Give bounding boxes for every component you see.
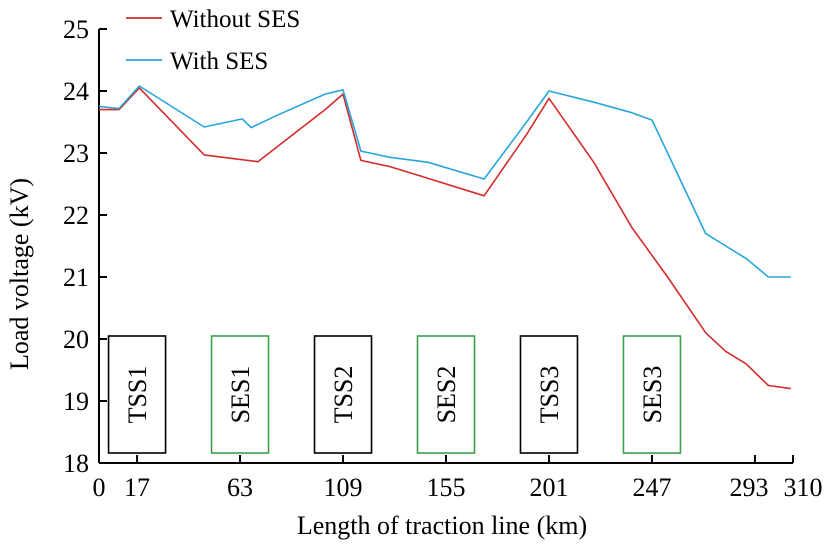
x-tick-label: 293 [729,473,768,502]
station-box-label: SES1 [226,366,255,424]
y-ticks: 18 19 20 21 22 23 24 25 [63,15,107,478]
station-boxes: TSS1 SES1 TSS2 SES2 TSS3 SES3 [107,335,682,454]
x-ticks: 0 17 63 109 155 201 247 293 310 [93,455,823,502]
station-box-tss2: TSS2 [313,335,373,454]
series-line-without-ses [99,87,791,390]
station-box-label: SES2 [432,366,461,424]
y-axis-title: Load voltage (kV) [5,178,34,370]
legend-item: With SES [126,48,268,75]
station-box-label: SES3 [638,366,667,424]
y-tick-label: 19 [63,387,89,416]
legend-label: With SES [170,48,268,75]
x-tick-label: 155 [427,473,466,502]
y-tick-label: 20 [63,325,89,354]
x-tick-label: 201 [529,473,568,502]
y-tick-label: 23 [63,139,89,168]
series-lines [98,85,791,390]
x-tick-label: 310 [784,473,823,502]
station-box-tss1: TSS1 [107,335,167,454]
x-tick-label: 109 [324,473,363,502]
y-tick-label: 21 [63,263,89,292]
legend-item: Without SES [126,6,300,33]
x-tick-label: 0 [93,473,106,502]
station-box-ses2: SES2 [416,335,476,454]
station-box-ses3: SES3 [622,335,682,454]
y-tick-label: 24 [63,77,89,106]
y-tick-label: 18 [63,449,89,478]
legend: Without SES With SES [126,6,300,75]
station-box-label: TSS3 [535,366,564,424]
x-tick-label: 17 [124,473,150,502]
station-box-ses1: SES1 [210,335,270,454]
y-tick-label: 22 [63,201,89,230]
station-box-label: TSS1 [123,366,152,424]
y-tick-label: 25 [63,15,89,44]
x-tick-label: 247 [632,473,671,502]
series-line-with-ses [98,85,791,278]
x-axis-title: Length of traction line (km) [297,511,587,540]
x-tick-label: 63 [227,473,253,502]
station-box-label: TSS2 [329,366,358,424]
legend-label: Without SES [170,6,300,33]
station-box-tss3: TSS3 [519,335,579,454]
